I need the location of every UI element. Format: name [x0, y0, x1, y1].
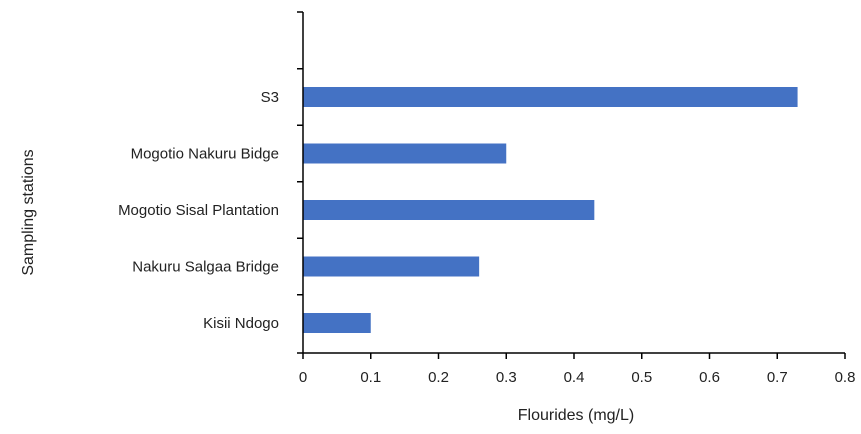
category-label: S3 [261, 89, 279, 106]
x-tick-label: 0.1 [360, 369, 381, 386]
x-tick-label: 0.5 [631, 369, 652, 386]
x-tick-label: 0.3 [496, 369, 517, 386]
bar [303, 256, 480, 277]
x-ticks [302, 353, 846, 359]
category-label: Mogotio Nakuru Bidge [131, 146, 279, 163]
category-label: Nakuru Salgaa Bridge [132, 259, 279, 276]
category-label: Kisii Ndogo [203, 315, 279, 332]
x-tick-label: 0.4 [564, 369, 585, 386]
bar [303, 87, 798, 107]
y-ticks [297, 11, 303, 354]
category-labels: S3 Mogotio Nakuru Bidge Mogotio Sisal Plan… [118, 89, 279, 332]
x-tick-label: 0.6 [699, 369, 720, 386]
x-axis-title: Flourides (mg/L) [518, 407, 634, 424]
bars-layer [303, 87, 798, 333]
bar [303, 143, 507, 164]
x-tick-label: 0 [299, 369, 307, 386]
axes-layer [302, 12, 845, 354]
x-tick-labels: 0 0.1 0.2 0.3 0.4 0.5 0.6 0.7 0.8 [299, 369, 856, 386]
x-tick-label: 0.2 [428, 369, 449, 386]
category-label: Mogotio Sisal Plantation [118, 202, 279, 219]
bar [303, 200, 595, 220]
x-tick-label: 0.8 [835, 369, 856, 386]
y-axis-title: Sampling stations [20, 149, 37, 275]
x-tick-label: 0.7 [767, 369, 788, 386]
bar [303, 313, 371, 333]
